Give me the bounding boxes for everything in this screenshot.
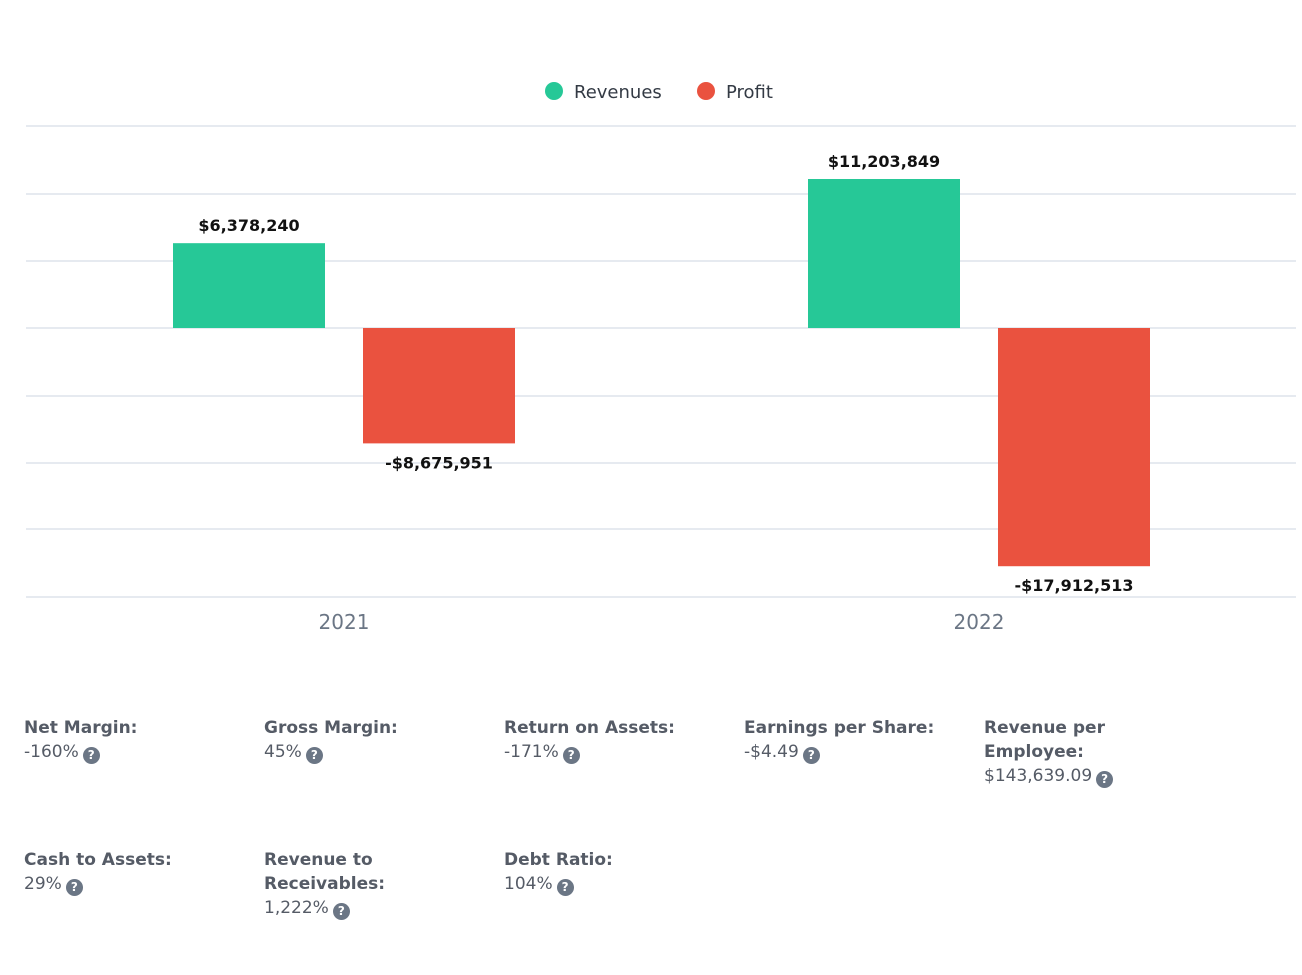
bar-chart: Revenues Profit $6,378,240 -$8,675,951 $11,… xyxy=(26,82,1296,634)
metric-debt-ratio: Debt Ratio: 104%? xyxy=(504,848,724,896)
metric-revenue-per-employee: Revenue per Employee: $143,639.09? xyxy=(984,716,1124,788)
metric-value: -160% xyxy=(24,742,79,762)
metric-value: $143,639.09 xyxy=(984,766,1093,786)
metric-label: Cash to Assets: xyxy=(24,850,172,870)
chart-bars xyxy=(173,179,1150,567)
metric-label: Return on Assets: xyxy=(504,718,675,738)
metric-label: Revenue per Employee: xyxy=(984,718,1105,762)
bar-revenues-2021[interactable] xyxy=(173,243,325,328)
metric-value: 45% xyxy=(264,742,302,762)
metric-gross-margin: Gross Margin: 45%? xyxy=(264,716,484,764)
metric-cash-to-assets: Cash to Assets: 29%? xyxy=(24,848,244,896)
metric-net-margin: Net Margin: -160%? xyxy=(24,716,244,764)
legend-label[interactable]: Profit xyxy=(726,82,773,103)
question-circle-icon[interactable]: ? xyxy=(65,879,83,896)
question-circle-icon[interactable]: ? xyxy=(82,747,100,764)
metric-earnings-per-share: Earnings per Share: -$4.49? xyxy=(744,716,964,764)
data-label: -$8,675,951 xyxy=(385,453,493,472)
question-circle-icon[interactable]: ? xyxy=(802,747,820,764)
x-tick-label: 2022 xyxy=(954,610,1005,634)
question-circle-icon[interactable]: ? xyxy=(562,747,580,764)
legend-label[interactable]: Revenues xyxy=(574,82,662,103)
metric-return-on-assets: Return on Assets: -171%? xyxy=(504,716,724,764)
data-label: -$17,912,513 xyxy=(1015,576,1134,595)
data-label: $11,203,849 xyxy=(828,152,940,171)
metric-label: Earnings per Share: xyxy=(744,718,935,738)
metric-label: Revenue to Receivables: xyxy=(264,850,386,894)
data-label: $6,378,240 xyxy=(198,216,299,235)
question-circle-icon[interactable]: ? xyxy=(305,747,323,764)
metric-revenue-to-receivables: Revenue to Receivables: 1,222%? xyxy=(264,848,414,920)
question-circle-icon[interactable]: ? xyxy=(1096,771,1114,788)
metric-label: Debt Ratio: xyxy=(504,850,613,870)
chart-legend: Revenues Profit xyxy=(545,82,773,103)
metric-label: Gross Margin: xyxy=(264,718,398,738)
metric-value: 1,222% xyxy=(264,898,329,918)
question-circle-icon[interactable]: ? xyxy=(332,903,350,920)
bar-profit-2021[interactable] xyxy=(363,328,515,444)
question-circle-icon[interactable]: ? xyxy=(556,879,574,896)
metric-value: -$4.49 xyxy=(744,742,799,762)
metric-value: -171% xyxy=(504,742,559,762)
legend-marker xyxy=(697,82,715,100)
bar-profit-2022[interactable] xyxy=(998,328,1150,567)
x-tick-label: 2021 xyxy=(319,610,370,634)
legend-marker xyxy=(545,82,563,100)
metric-value: 104% xyxy=(504,874,553,894)
metric-value: 29% xyxy=(24,874,62,894)
metric-label: Net Margin: xyxy=(24,718,138,738)
data-labels: $6,378,240 -$8,675,951 $11,203,849 -$17,912… xyxy=(198,152,1133,595)
bar-revenues-2022[interactable] xyxy=(808,179,960,328)
x-axis-ticks: 2021 2022 xyxy=(319,610,1005,634)
